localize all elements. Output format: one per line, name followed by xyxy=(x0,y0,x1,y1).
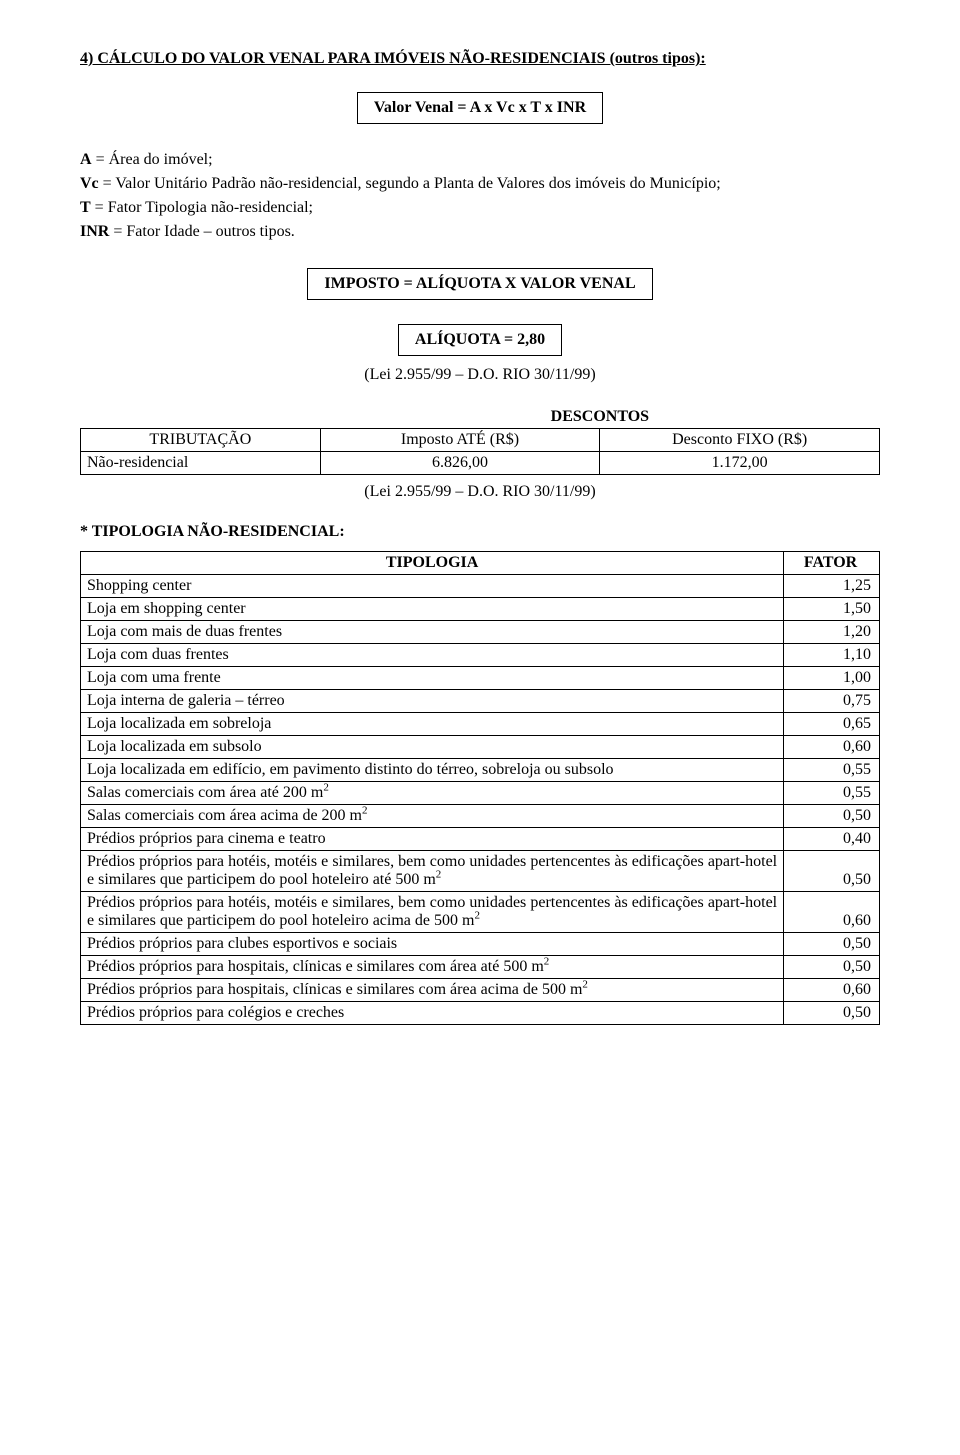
table-row: Loja em shopping center1,50 xyxy=(81,598,880,621)
formula-2: IMPOSTO = ALÍQUOTA X VALOR VENAL xyxy=(307,268,652,300)
def-inr-text: = Fator Idade – outros tipos. xyxy=(109,223,294,240)
descontos-r0c1: 6.826,00 xyxy=(320,452,600,475)
tipologia-label: Loja em shopping center xyxy=(81,598,784,621)
tipologia-label: Salas comerciais com área até 200 m2 xyxy=(81,782,784,805)
tipologia-fator: 0,50 xyxy=(784,1002,880,1025)
tipologia-h1: FATOR xyxy=(784,552,880,575)
definitions: A = Área do imóvel; Vc = Valor Unitário … xyxy=(80,148,880,244)
def-vc-text: = Valor Unitário Padrão não-residencial,… xyxy=(99,175,721,192)
tipologia-label: Prédios próprios para hospitais, clínica… xyxy=(81,979,784,1002)
table-row: Loja com mais de duas frentes1,20 xyxy=(81,621,880,644)
table-row: Salas comerciais com área acima de 200 m… xyxy=(81,805,880,828)
table-row: Prédios próprios para hospitais, clínica… xyxy=(81,979,880,1002)
tipologia-fator: 1,10 xyxy=(784,644,880,667)
tipologia-label: Loja com duas frentes xyxy=(81,644,784,667)
superscript: 2 xyxy=(436,869,442,881)
tipologia-label: Loja localizada em sobreloja xyxy=(81,713,784,736)
tipologia-fator: 0,40 xyxy=(784,828,880,851)
section-title: 4) CÁLCULO DO VALOR VENAL PARA IMÓVEIS N… xyxy=(80,50,880,68)
table-row: Loja interna de galeria – térreo0,75 xyxy=(81,690,880,713)
descontos-lei: (Lei 2.955/99 – D.O. RIO 30/11/99) xyxy=(80,483,880,501)
tipologia-label: Prédios próprios para hotéis, motéis e s… xyxy=(81,892,784,933)
def-t-text: = Fator Tipologia não-residencial; xyxy=(91,199,313,216)
tipologia-label: Prédios próprios para hotéis, motéis e s… xyxy=(81,851,784,892)
table-row: Prédios próprios para colégios e creches… xyxy=(81,1002,880,1025)
tipologia-label: Salas comerciais com área acima de 200 m… xyxy=(81,805,784,828)
descontos-title: DESCONTOS xyxy=(320,406,879,429)
superscript: 2 xyxy=(474,910,480,922)
table-row: Loja com duas frentes1,10 xyxy=(81,644,880,667)
tipologia-label: Loja interna de galeria – térreo xyxy=(81,690,784,713)
tipologia-heading: * TIPOLOGIA NÃO-RESIDENCIAL: xyxy=(80,523,880,541)
table-row: Prédios próprios para hotéis, motéis e s… xyxy=(81,892,880,933)
descontos-h2: Desconto FIXO (R$) xyxy=(600,429,880,452)
tipologia-label: Prédios próprios para colégios e creches xyxy=(81,1002,784,1025)
def-inr-label: INR xyxy=(80,223,109,240)
tipologia-fator: 1,25 xyxy=(784,575,880,598)
superscript: 2 xyxy=(582,979,588,991)
tipologia-fator: 0,60 xyxy=(784,979,880,1002)
def-t-label: T xyxy=(80,199,91,216)
table-row: Loja localizada em subsolo0,60 xyxy=(81,736,880,759)
tipologia-fator: 1,20 xyxy=(784,621,880,644)
table-row: Salas comerciais com área até 200 m20,55 xyxy=(81,782,880,805)
tipologia-fator: 0,50 xyxy=(784,956,880,979)
descontos-table: DESCONTOS TRIBUTAÇÃO Imposto ATÉ (R$) De… xyxy=(80,406,880,475)
superscript: 2 xyxy=(323,782,329,794)
table-row: Prédios próprios para hotéis, motéis e s… xyxy=(81,851,880,892)
tipologia-fator: 0,55 xyxy=(784,782,880,805)
tipologia-label: Prédios próprios para hospitais, clínica… xyxy=(81,956,784,979)
tipologia-label: Prédios próprios para clubes esportivos … xyxy=(81,933,784,956)
tipologia-fator: 0,50 xyxy=(784,933,880,956)
tipologia-fator: 0,75 xyxy=(784,690,880,713)
descontos-h1: Imposto ATÉ (R$) xyxy=(320,429,600,452)
tipologia-label: Loja com uma frente xyxy=(81,667,784,690)
tipologia-fator: 0,65 xyxy=(784,713,880,736)
tipologia-fator: 1,00 xyxy=(784,667,880,690)
formula-1: Valor Venal = A x Vc x T x INR xyxy=(357,92,603,124)
tipologia-label: Loja localizada em subsolo xyxy=(81,736,784,759)
aliquota-block: ALÍQUOTA = 2,80 xyxy=(80,324,880,356)
formula-2-wrap: IMPOSTO = ALÍQUOTA X VALOR VENAL xyxy=(80,268,880,300)
tipologia-fator: 0,60 xyxy=(784,892,880,933)
def-a-label: A xyxy=(80,151,92,168)
table-row: Loja localizada em edifício, em paviment… xyxy=(81,759,880,782)
tipologia-fator: 0,55 xyxy=(784,759,880,782)
tipologia-h0: TIPOLOGIA xyxy=(81,552,784,575)
tipologia-fator: 0,50 xyxy=(784,805,880,828)
superscript: 2 xyxy=(362,805,368,817)
descontos-r0c0: Não-residencial xyxy=(81,452,321,475)
descontos-h0: TRIBUTAÇÃO xyxy=(81,429,321,452)
table-row: Prédios próprios para hospitais, clínica… xyxy=(81,956,880,979)
tipologia-label: Shopping center xyxy=(81,575,784,598)
tipologia-label: Loja com mais de duas frentes xyxy=(81,621,784,644)
tipologia-label: Prédios próprios para cinema e teatro xyxy=(81,828,784,851)
table-row: Loja localizada em sobreloja0,65 xyxy=(81,713,880,736)
table-row: Prédios próprios para cinema e teatro0,4… xyxy=(81,828,880,851)
superscript: 2 xyxy=(544,956,550,968)
table-row: Shopping center1,25 xyxy=(81,575,880,598)
formula-1-wrap: Valor Venal = A x Vc x T x INR xyxy=(80,92,880,124)
def-a-text: = Área do imóvel; xyxy=(92,151,213,168)
aliquota-box: ALÍQUOTA = 2,80 xyxy=(398,324,562,356)
aliquota-lei: (Lei 2.955/99 – D.O. RIO 30/11/99) xyxy=(80,366,880,384)
tipologia-fator: 0,50 xyxy=(784,851,880,892)
def-vc-label: Vc xyxy=(80,175,99,192)
tipologia-table: TIPOLOGIA FATOR Shopping center1,25Loja … xyxy=(80,551,880,1025)
table-row: Prédios próprios para clubes esportivos … xyxy=(81,933,880,956)
tipologia-fator: 1,50 xyxy=(784,598,880,621)
descontos-r0c2: 1.172,00 xyxy=(600,452,880,475)
tipologia-label: Loja localizada em edifício, em paviment… xyxy=(81,759,784,782)
table-row: Loja com uma frente1,00 xyxy=(81,667,880,690)
tipologia-fator: 0,60 xyxy=(784,736,880,759)
